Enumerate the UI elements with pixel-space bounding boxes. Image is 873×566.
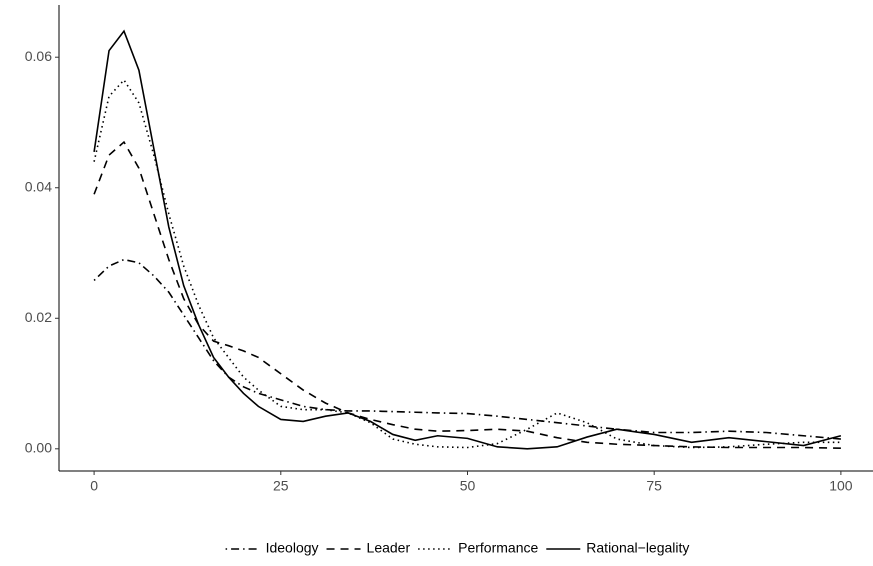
legend-label: Rational−legality bbox=[586, 540, 689, 556]
series-line bbox=[93, 258, 841, 440]
series-line bbox=[93, 29, 842, 450]
series-line bbox=[93, 78, 841, 449]
y-tick-label: 0.06 bbox=[25, 48, 52, 64]
x-tick-label: 75 bbox=[646, 478, 662, 494]
x-tick-label: 25 bbox=[273, 478, 289, 494]
series-line bbox=[93, 140, 841, 449]
y-tick-label: 0.00 bbox=[25, 440, 52, 456]
legend-label: Performance bbox=[458, 540, 538, 556]
x-tick-label: 0 bbox=[90, 478, 98, 494]
legend-label: Ideology bbox=[266, 540, 319, 556]
legend-label: Leader bbox=[367, 540, 411, 556]
x-tick-label: 50 bbox=[460, 478, 476, 494]
x-tick-label: 100 bbox=[829, 478, 853, 494]
y-tick-label: 0.04 bbox=[25, 178, 52, 194]
y-tick-label: 0.02 bbox=[25, 309, 52, 325]
